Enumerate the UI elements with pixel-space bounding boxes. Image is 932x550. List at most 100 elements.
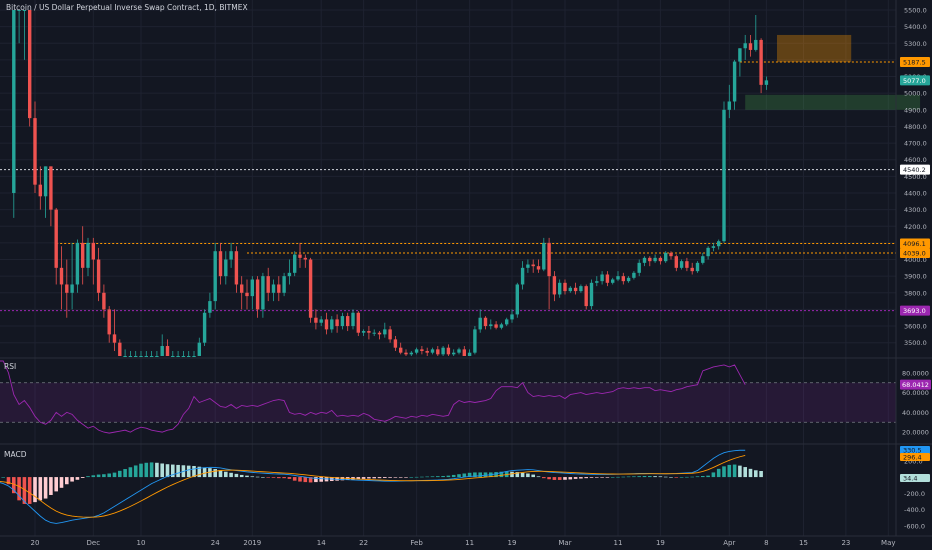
time-axis[interactable]: 20 Dec 10 24 2019 14 22 Feb 11 19 Mar 11 19 Apr 8 15 23 M…	[31, 539, 896, 547]
macd-histogram-bar	[425, 476, 429, 478]
candle	[399, 347, 403, 353]
macd-histogram-bar	[118, 470, 122, 478]
candle	[494, 324, 498, 328]
candle	[213, 251, 217, 302]
candle	[637, 262, 641, 273]
candle	[600, 274, 604, 282]
macd-histogram-bar	[43, 477, 48, 499]
candle	[547, 242, 551, 277]
macd-histogram-bar	[133, 465, 138, 478]
macd-histogram-bar	[186, 465, 191, 478]
rsi-tick-label: 80.0000	[902, 369, 929, 377]
candle	[28, 10, 32, 119]
macd-tick-label: 200.0	[904, 457, 923, 465]
macd-histogram-bar	[160, 463, 164, 478]
time-tick-label: 23	[841, 539, 850, 547]
pane-dividers[interactable]	[0, 0, 932, 537]
macd-histogram-bar	[727, 464, 732, 478]
macd-histogram-bar	[303, 477, 308, 483]
price-tick-label: 4800.0	[904, 123, 927, 131]
candle	[579, 286, 583, 292]
macd-histogram-bar	[139, 463, 143, 478]
candle	[717, 241, 721, 247]
candle	[308, 259, 313, 318]
macd-histogram-bar	[446, 475, 451, 478]
candle	[59, 267, 64, 285]
candle	[86, 242, 90, 268]
candles	[12, 10, 769, 357]
macd-histogram-bar	[271, 477, 276, 478]
candle	[685, 261, 689, 268]
macd-histogram-bar	[239, 474, 244, 478]
macd-histogram-bar	[515, 472, 520, 478]
time-tick-label: 11	[614, 539, 623, 547]
candle	[208, 301, 212, 313]
candle	[372, 332, 376, 334]
candle	[324, 319, 329, 330]
time-tick-label: 8	[764, 539, 768, 547]
candle	[611, 279, 615, 283]
macd-histogram-bar	[430, 476, 435, 478]
macd-histogram-bar	[738, 465, 742, 478]
price-tick-label: 3800.0	[904, 289, 927, 297]
macd-histogram-bar	[595, 477, 599, 478]
macd-histogram-bar	[287, 477, 292, 479]
macd-histogram-bar	[494, 472, 498, 478]
macd-histogram-bar	[531, 474, 535, 478]
rsi-value-tag	[900, 379, 931, 390]
macd-histogram-bar	[6, 477, 11, 485]
candle	[388, 329, 392, 340]
candle	[420, 349, 424, 352]
macd-histogram-bar	[245, 475, 249, 478]
candle	[759, 39, 763, 85]
time-tick-label: 19	[508, 539, 517, 547]
macd-histogram-bar	[526, 473, 530, 478]
time-tick-label: 22	[359, 539, 368, 547]
macd-tick-label: -200.0	[904, 490, 925, 498]
macd-histogram-bar	[441, 476, 445, 478]
macd-histogram-bar	[679, 477, 684, 478]
macd-histogram-bar	[605, 477, 610, 478]
macd-histogram-bar	[748, 468, 753, 478]
candle	[245, 292, 249, 297]
macd-histogram-bar	[12, 477, 16, 494]
macd-histogram-bar	[155, 462, 159, 478]
price-tick-label: 5300.0	[904, 40, 927, 48]
macd-histogram-bar	[112, 472, 117, 478]
candle	[478, 317, 482, 330]
macd-histogram-bar	[165, 464, 170, 478]
macd-histogram-bar	[759, 471, 763, 478]
candle	[462, 349, 466, 356]
candle	[706, 247, 710, 257]
candle	[49, 166, 53, 210]
macd-histogram-bar	[218, 470, 223, 478]
level-price-tag	[900, 305, 930, 316]
macd-histogram-bar	[716, 468, 721, 478]
candle	[754, 39, 758, 50]
macd-value-label: 34.4	[903, 475, 917, 483]
macd-histogram-bar	[38, 477, 43, 501]
rsi-label: RSI	[4, 362, 17, 371]
macd-histogram-bar	[367, 477, 371, 479]
macd-histogram-bar	[383, 477, 387, 478]
macd-histogram-bar	[547, 477, 551, 480]
axis-price-labels: 5187.5 4540.2 4096.1 4039.0 3693.0 5077.0 68.0…	[900, 56, 931, 483]
candle	[128, 356, 133, 357]
candle	[181, 356, 186, 357]
macd-histogram-bar	[197, 466, 202, 478]
price-tick-label: 5000.0	[904, 90, 927, 98]
candle	[330, 319, 334, 330]
candle	[695, 262, 700, 272]
macd-histogram-bar	[266, 477, 270, 478]
macd-histogram-bar	[669, 477, 673, 478]
time-tick-label: 19	[656, 539, 665, 547]
candle	[218, 251, 223, 277]
macd-histogram-bar	[520, 472, 525, 478]
macd-histogram-bar	[149, 462, 154, 478]
candle	[234, 251, 239, 285]
candle	[96, 259, 101, 293]
candle	[653, 257, 657, 262]
level-price-label: 3693.0	[903, 307, 926, 315]
candle	[134, 356, 138, 357]
